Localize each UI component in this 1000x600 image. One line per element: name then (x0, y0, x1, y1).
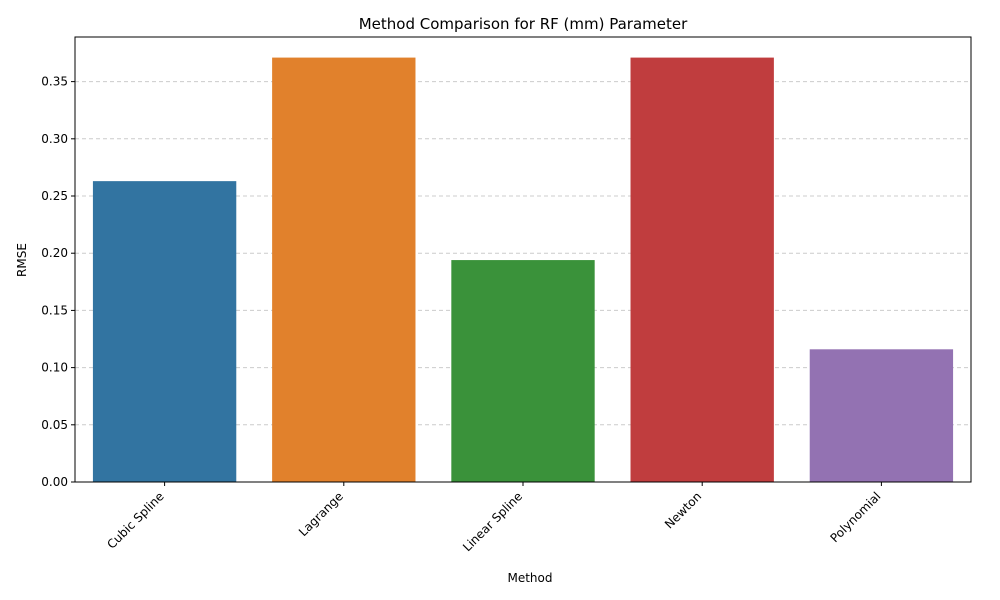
x-axis-ticks: Cubic Spline Lagrange Linear Spline Newton P… (104, 482, 884, 554)
y-tick-label: 0.00 (41, 475, 68, 489)
x-tick-label: Lagrange (296, 489, 346, 539)
x-tick-label: Newton (662, 489, 704, 531)
chart-title: Method Comparison for RF (mm) Parameter (359, 15, 688, 33)
y-tick-label: 0.15 (41, 303, 68, 317)
x-tick-label: Linear Spline (460, 489, 525, 554)
bar-cubic-spline (92, 181, 237, 482)
y-tick-label: 0.20 (41, 246, 68, 260)
y-tick-label: 0.25 (41, 189, 68, 203)
y-tick-label: 0.10 (41, 361, 68, 375)
bars-group (92, 57, 954, 483)
x-axis-label: Method (507, 571, 552, 585)
x-tick-label: Polynomial (827, 489, 883, 545)
y-axis-label: RMSE (15, 243, 29, 277)
y-axis-ticks: 0.00 0.05 0.10 0.15 0.20 0.25 0.30 0.35 (41, 75, 75, 489)
bar-polynomial (809, 349, 954, 482)
bar-lagrange (272, 57, 416, 483)
x-tick-label: Cubic Spline (104, 489, 166, 551)
bar-newton (630, 57, 774, 483)
y-tick-label: 0.30 (41, 132, 68, 146)
y-tick-label: 0.05 (41, 418, 68, 432)
bar-linear-spline (451, 260, 595, 482)
y-tick-label: 0.35 (41, 75, 68, 89)
